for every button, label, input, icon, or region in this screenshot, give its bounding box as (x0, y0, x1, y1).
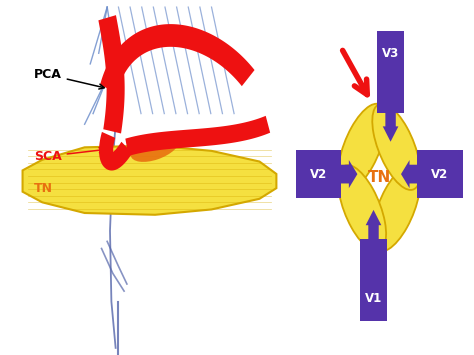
Polygon shape (23, 146, 276, 215)
Text: V2: V2 (310, 168, 327, 181)
FancyArrow shape (366, 210, 381, 241)
FancyArrow shape (401, 160, 418, 188)
FancyArrow shape (383, 111, 398, 142)
Text: TN: TN (367, 170, 391, 185)
Text: V3: V3 (382, 47, 399, 60)
Ellipse shape (338, 104, 386, 190)
Text: V1: V1 (365, 292, 382, 305)
Ellipse shape (338, 165, 386, 251)
Bar (360, 239, 387, 321)
Ellipse shape (372, 104, 420, 190)
Ellipse shape (372, 165, 420, 251)
Polygon shape (100, 24, 255, 92)
Polygon shape (99, 132, 132, 170)
Bar (377, 31, 404, 113)
Text: TN: TN (34, 182, 53, 195)
Ellipse shape (130, 133, 180, 162)
Bar (296, 150, 341, 198)
Bar (417, 150, 463, 198)
Polygon shape (125, 116, 270, 156)
Text: V2: V2 (431, 168, 448, 181)
Text: PCA: PCA (34, 68, 104, 89)
FancyArrow shape (340, 160, 357, 188)
Polygon shape (99, 15, 125, 133)
Text: SCA: SCA (34, 148, 104, 163)
